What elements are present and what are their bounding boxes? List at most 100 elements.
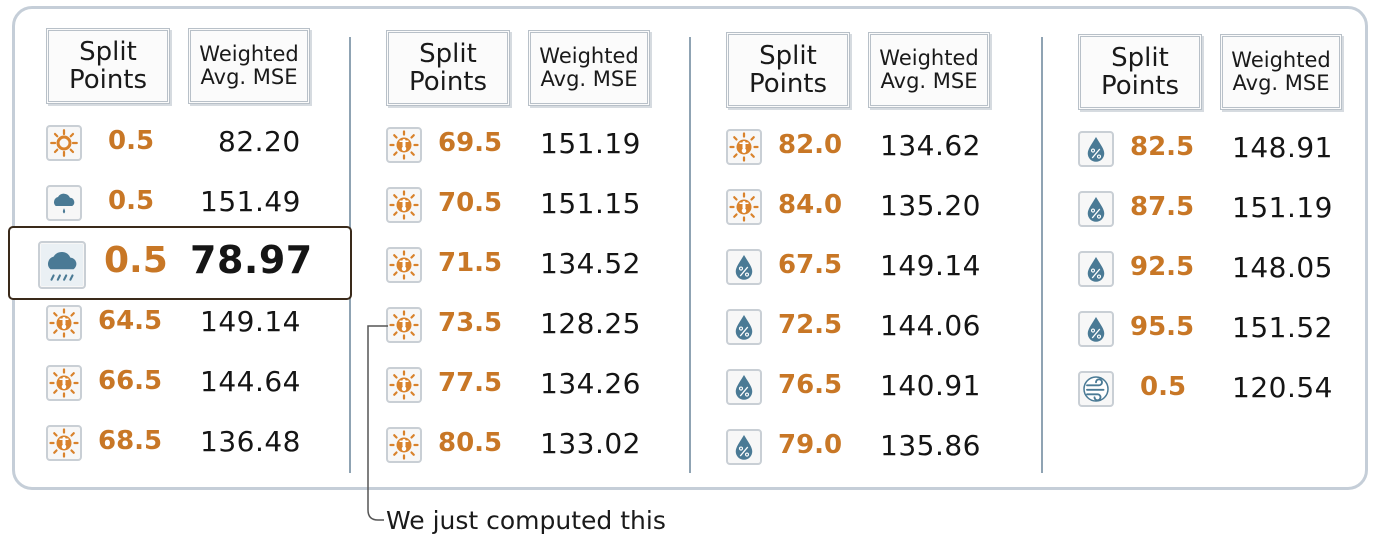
rain-cloud-icon: [46, 185, 82, 221]
humidity-drop-icon: [1078, 311, 1114, 347]
sun-thermometer-icon: [386, 247, 422, 283]
highlighted-row: 0.5 78.97: [8, 226, 352, 300]
split-point-value: 80.5: [438, 428, 503, 458]
header-weighted-avg-mse: Weighted Avg. MSE: [868, 32, 990, 108]
split-point-value: 64.5: [98, 306, 163, 336]
sun-thermometer-icon: [46, 425, 82, 461]
callout-text: We just computed this: [386, 506, 666, 535]
split-point-value: 68.5: [98, 426, 163, 456]
split-point-value: 0.5: [1140, 372, 1187, 402]
table-row: 95.5 151.52: [1078, 304, 1378, 356]
table-row: 76.5 140.91: [726, 362, 1026, 414]
weighted-mse-value: 151.19: [540, 127, 641, 160]
split-point-value: 0.5: [108, 186, 155, 216]
table-row: 80.5 133.02: [386, 420, 686, 472]
table-row: 67.5 149.14: [726, 242, 1026, 294]
split-point-value: 73.5: [438, 308, 503, 338]
split-point-value: 84.0: [778, 190, 843, 220]
table-row: 77.5 134.26: [386, 360, 686, 412]
column-divider: [689, 37, 691, 473]
humidity-drop-icon: [1078, 191, 1114, 227]
split-point-value: 95.5: [1130, 312, 1195, 342]
humidity-drop-icon: [726, 369, 762, 405]
weighted-mse-value: 140.91: [880, 369, 981, 402]
humidity-drop-icon: [726, 309, 762, 345]
weighted-mse-value: 134.52: [540, 247, 641, 280]
sun-thermometer-icon: [386, 187, 422, 223]
table-row: 69.5 151.19: [386, 120, 686, 172]
humidity-drop-icon: [1078, 251, 1114, 287]
weighted-mse-value: 151.19: [1232, 191, 1333, 224]
table-row: 82.5 148.91: [1078, 124, 1378, 176]
rainy-cloud-icon: [38, 241, 86, 289]
table-row: 92.5 148.05: [1078, 244, 1378, 296]
highlight-split-value: 0.5: [104, 240, 168, 281]
table-row: 87.5 151.19: [1078, 184, 1378, 236]
split-point-value: 82.0: [778, 130, 843, 160]
split-point-value: 76.5: [778, 370, 843, 400]
split-point-value: 72.5: [778, 310, 843, 340]
split-point-value: 0.5: [108, 126, 155, 156]
sun-thermometer-icon: [386, 367, 422, 403]
weighted-mse-value: 120.54: [1232, 371, 1333, 404]
column-divider: [1041, 37, 1043, 473]
header-split-points: Split Points: [386, 30, 510, 106]
split-point-value: 77.5: [438, 368, 503, 398]
table-row: 82.0 134.62: [726, 122, 1026, 174]
table-row: 79.0 135.86: [726, 422, 1026, 474]
weighted-mse-value: 135.86: [880, 429, 981, 462]
weighted-mse-value: 151.15: [540, 187, 641, 220]
header-weighted-avg-mse: Weighted Avg. MSE: [188, 28, 310, 104]
humidity-drop-icon: [726, 249, 762, 285]
split-point-value: 79.0: [778, 430, 843, 460]
table-row: 84.0 135.20: [726, 182, 1026, 234]
sun-thermometer-icon: [386, 427, 422, 463]
split-point-value: 82.5: [1130, 132, 1195, 162]
weighted-mse-value: 82.20: [218, 125, 301, 158]
highlight-mse-value: 78.97: [190, 238, 313, 282]
table-row: 0.5 151.49: [46, 178, 346, 230]
weighted-mse-value: 135.20: [880, 189, 981, 222]
table-row: 64.5 149.14: [46, 298, 346, 350]
weighted-mse-value: 151.52: [1232, 311, 1333, 344]
weighted-mse-value: 149.14: [200, 305, 301, 338]
sun-icon: [46, 125, 82, 161]
table-row: 70.5 151.15: [386, 180, 686, 232]
sun-thermometer-icon: [46, 365, 82, 401]
table-row: 73.5 128.25: [386, 300, 686, 352]
header-weighted-avg-mse: Weighted Avg. MSE: [1220, 34, 1342, 110]
split-point-value: 66.5: [98, 366, 163, 396]
split-point-value: 71.5: [438, 248, 503, 278]
weighted-mse-value: 134.62: [880, 129, 981, 162]
weighted-mse-value: 149.14: [880, 249, 981, 282]
weighted-mse-value: 134.26: [540, 367, 641, 400]
split-point-value: 92.5: [1130, 252, 1195, 282]
split-point-value: 70.5: [438, 188, 503, 218]
weighted-mse-value: 144.06: [880, 309, 981, 342]
sun-thermometer-icon: [386, 307, 422, 343]
weighted-mse-value: 148.91: [1232, 131, 1333, 164]
split-point-value: 67.5: [778, 250, 843, 280]
table-row: 68.5 136.48: [46, 418, 346, 470]
sun-thermometer-icon: [46, 305, 82, 341]
weighted-mse-value: 151.49: [200, 185, 301, 218]
weighted-mse-value: 136.48: [200, 425, 301, 458]
split-point-value: 69.5: [438, 128, 503, 158]
split-point-value: 87.5: [1130, 192, 1195, 222]
table-row: 72.5 144.06: [726, 302, 1026, 354]
wind-icon: [1078, 371, 1114, 407]
weighted-mse-value: 148.05: [1232, 251, 1333, 284]
header-split-points: Split Points: [46, 28, 170, 104]
weighted-mse-value: 144.64: [200, 365, 301, 398]
table-row: 66.5 144.64: [46, 358, 346, 410]
weighted-mse-value: 133.02: [540, 427, 641, 460]
sun-thermometer-icon: [726, 189, 762, 225]
humidity-drop-icon: [726, 429, 762, 465]
table-row: 71.5 134.52: [386, 240, 686, 292]
table-row: 0.5 82.20: [46, 118, 346, 170]
sun-thermometer-icon: [726, 129, 762, 165]
header-split-points: Split Points: [726, 32, 850, 108]
table-row: 0.5 120.54: [1078, 364, 1378, 416]
header-weighted-avg-mse: Weighted Avg. MSE: [528, 30, 650, 106]
weighted-mse-value: 128.25: [540, 307, 641, 340]
